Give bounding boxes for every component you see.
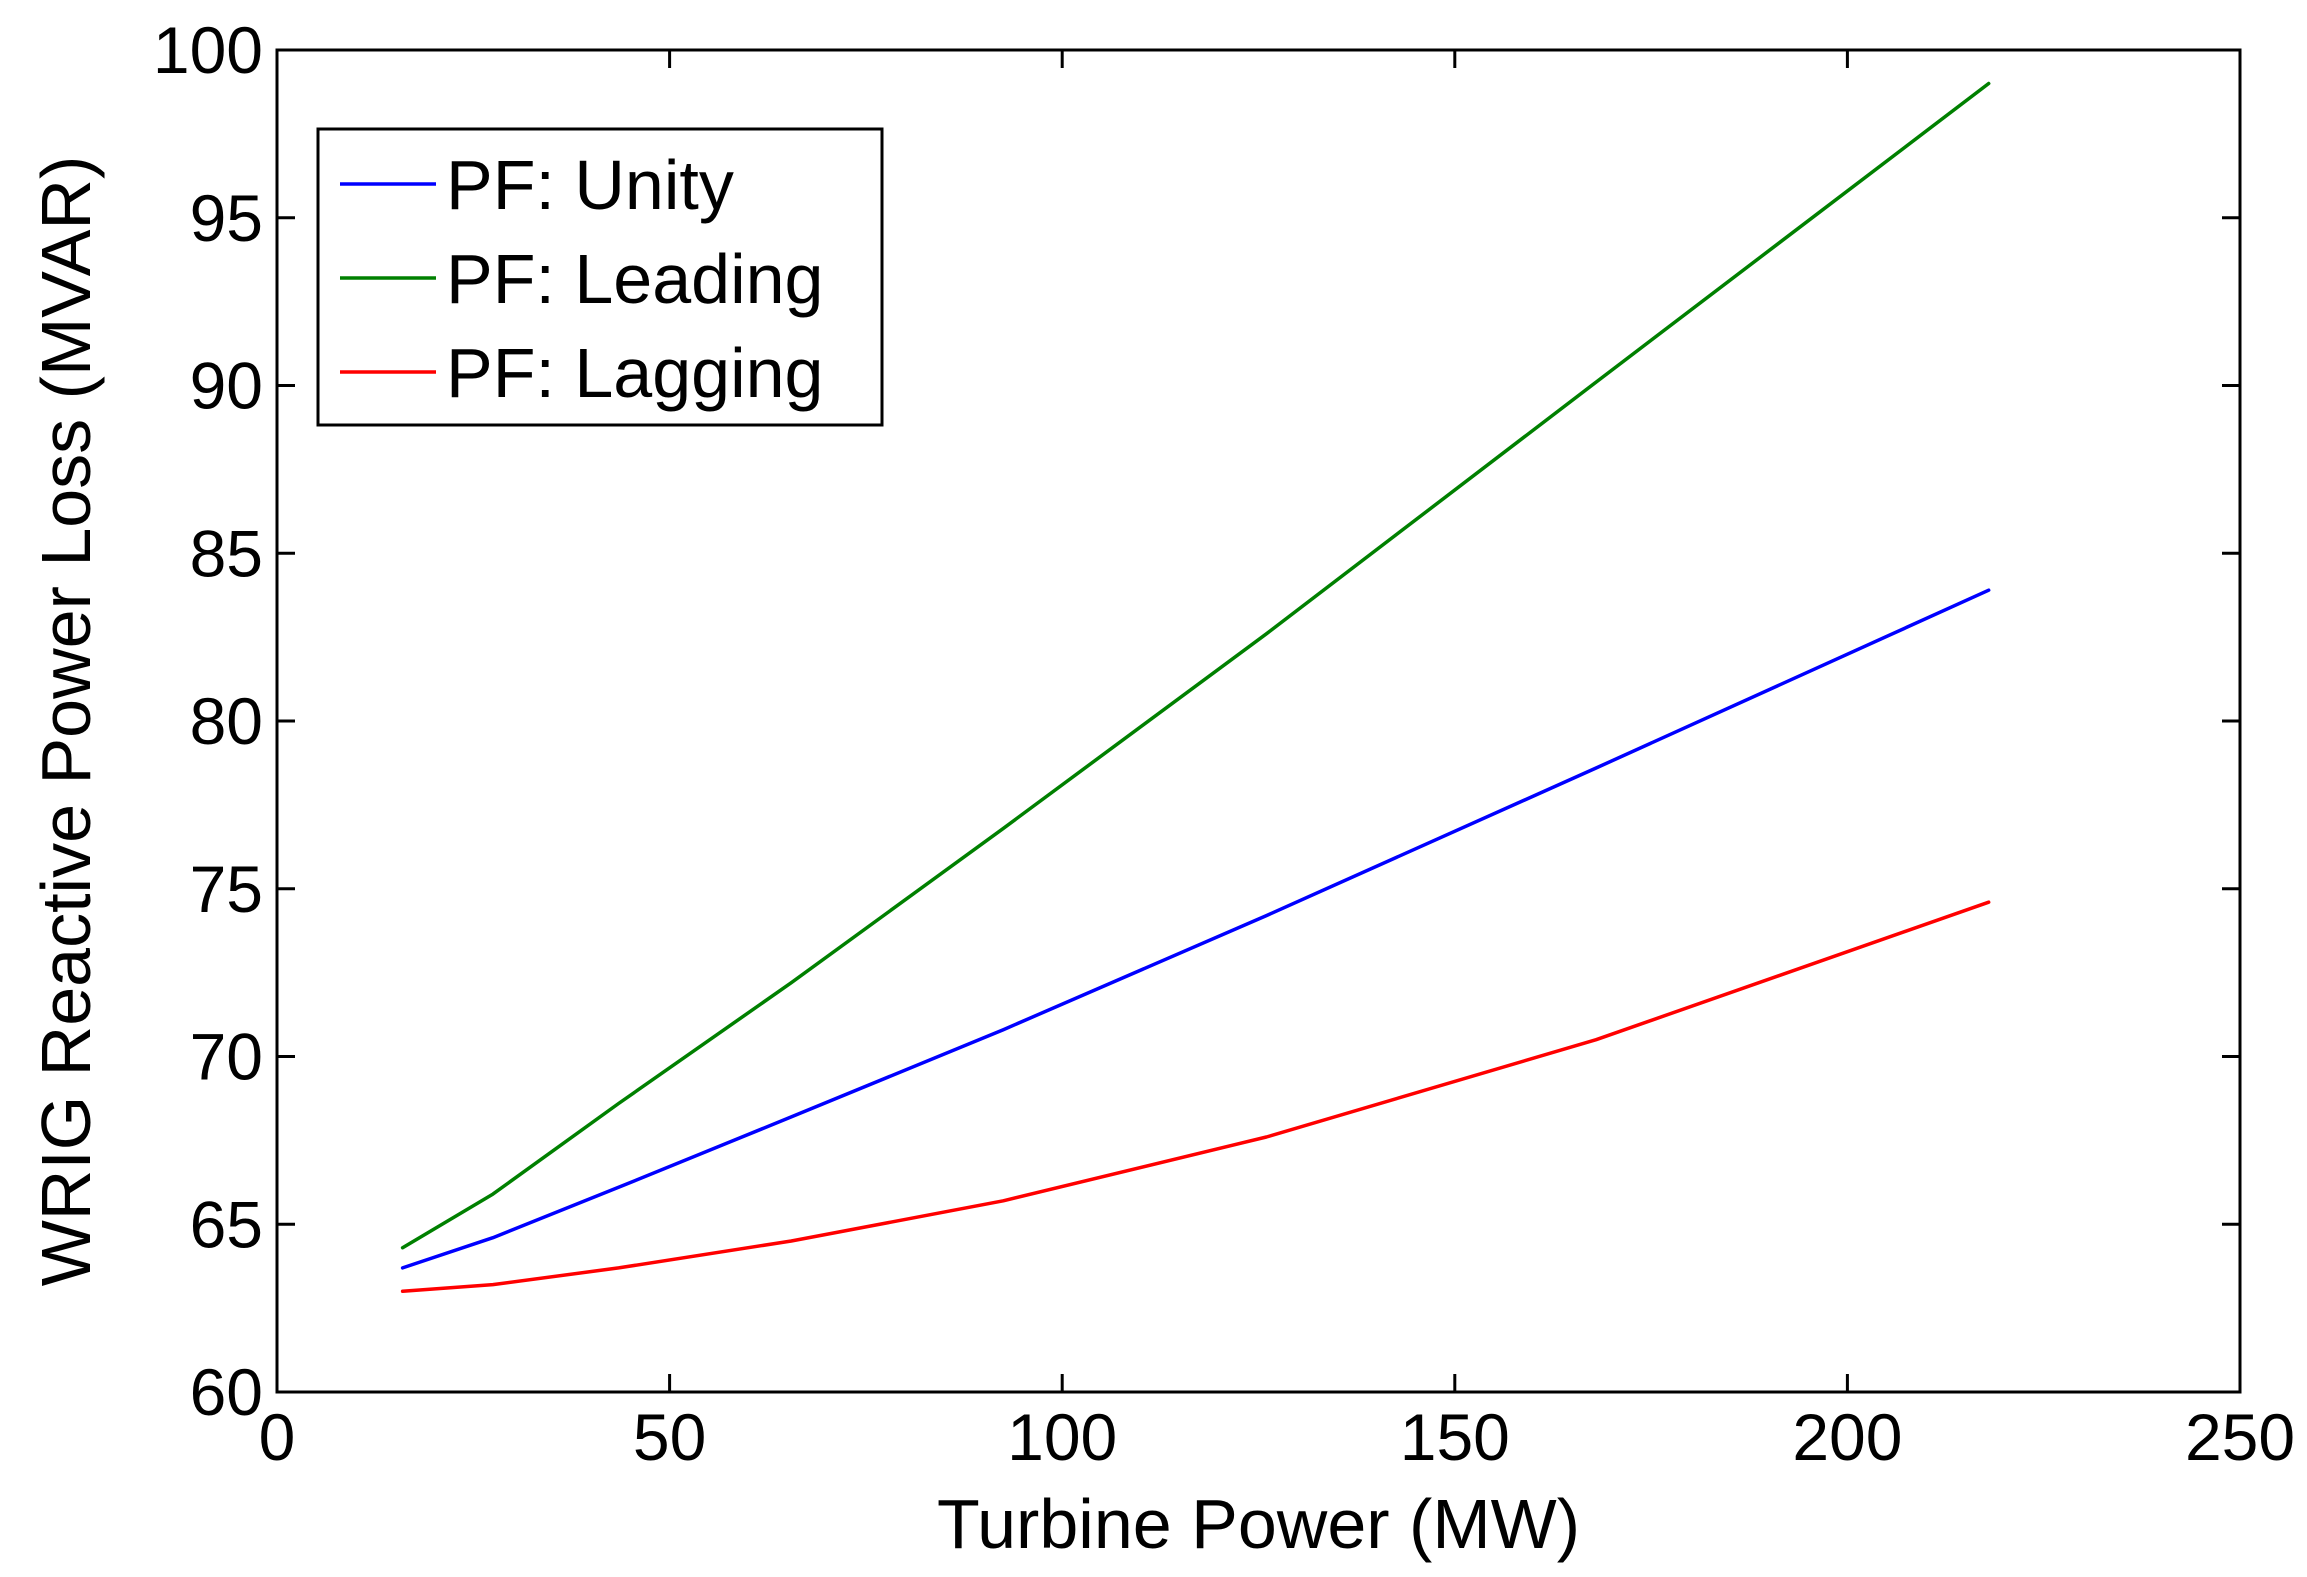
- x-tick-label: 0: [259, 1400, 296, 1474]
- series-line-pf-leading: [400, 81, 1991, 1250]
- series-line-pf-lagging: [400, 900, 1991, 1294]
- series-line-pf-unity: [400, 588, 1991, 1270]
- x-tick-label: 100: [1007, 1400, 1117, 1474]
- x-axis-title: Turbine Power (MW): [937, 1485, 1580, 1563]
- y-tick-label: 95: [190, 181, 263, 255]
- legend-label: PF: Unity: [446, 146, 734, 224]
- legend-label: PF: Leading: [446, 240, 823, 318]
- legend: PF: Unity PF: Leading PF: Lagging: [316, 127, 884, 427]
- axis-ticks: 0 50 100 150 200 250 60 65 70 75 80 85 90 95 100: [153, 13, 2295, 1474]
- y-tick-label: 90: [190, 349, 263, 423]
- plot-frame: [275, 48, 2242, 1394]
- y-tick-label: 65: [190, 1187, 263, 1261]
- y-tick-label: 75: [190, 852, 263, 926]
- y-tick-label: 85: [190, 516, 263, 590]
- legend-label: PF: Lagging: [446, 334, 823, 412]
- x-tick-label: 150: [1400, 1400, 1510, 1474]
- y-tick-label: 60: [190, 1355, 263, 1429]
- x-tick-label: 50: [633, 1400, 706, 1474]
- y-tick-label: 80: [190, 684, 263, 758]
- y-axis-title: WRIG Reactive Power Loss (MVAR): [27, 156, 105, 1287]
- y-tick-label: 70: [190, 1020, 263, 1094]
- y-tick-label: 100: [153, 13, 263, 87]
- x-tick-label: 250: [2185, 1400, 2295, 1474]
- series-lines: [400, 81, 1991, 1294]
- x-tick-label: 200: [1792, 1400, 1902, 1474]
